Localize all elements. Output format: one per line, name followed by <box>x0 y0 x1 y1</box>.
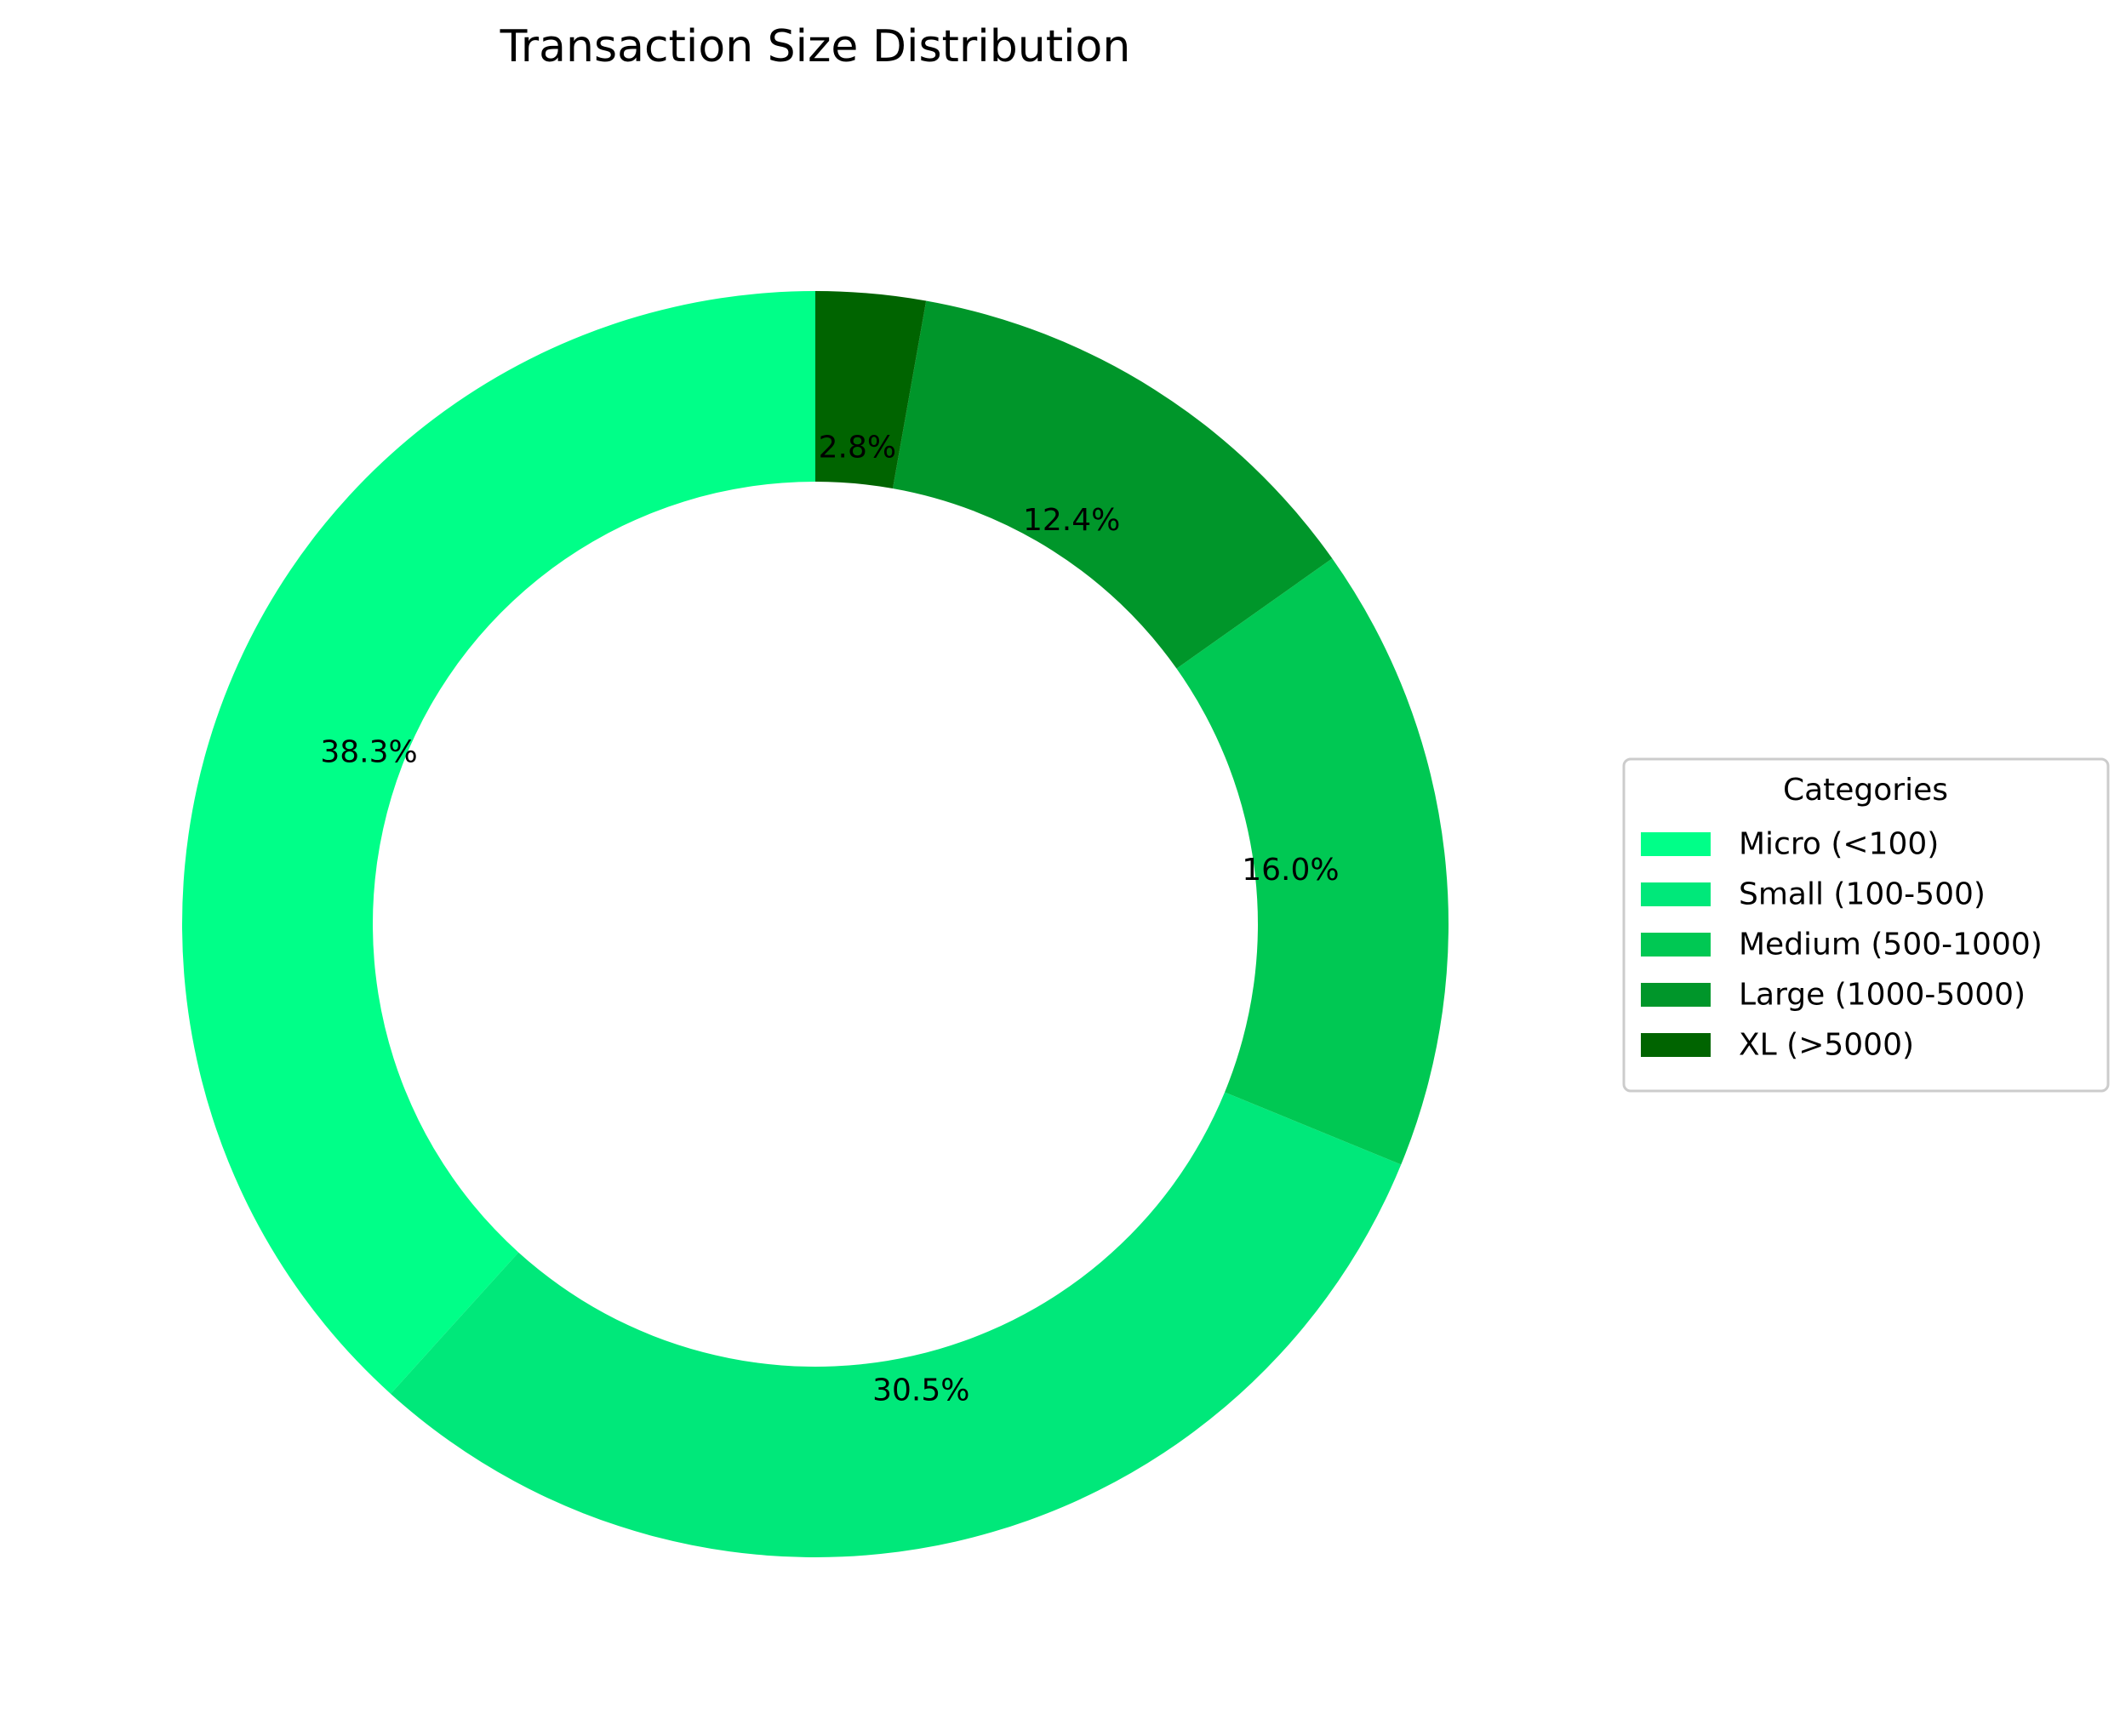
legend-label-xl-5000: XL (>5000) <box>1739 1028 1914 1063</box>
percent-label-medium-500-1000: 16.0% <box>1242 853 1339 888</box>
chart-title: Transaction Size Distribution <box>500 21 1131 72</box>
percent-label-xl-5000: 2.8% <box>819 431 896 465</box>
legend: Categories Micro (<100) Small (100-500) Me… <box>1622 757 2110 1093</box>
legend-swatch-medium-500-1000 <box>1641 933 1711 957</box>
legend-swatch-micro-100 <box>1641 832 1711 856</box>
percent-label-micro-100: 38.3% <box>320 735 417 770</box>
legend-frame <box>1622 757 2110 1093</box>
legend-swatch-small-100-500 <box>1641 882 1711 906</box>
donut-slices <box>182 291 1449 1557</box>
legend-label-small-100-500: Small (100-500) <box>1739 877 1986 912</box>
legend-label-large-1000-5000: Large (1000-5000) <box>1739 978 2026 1013</box>
slice-medium-500-1000 <box>1176 558 1449 1165</box>
legend-label-micro-100: Micro (<100) <box>1739 827 1939 862</box>
legend-title: Categories <box>1783 773 1948 808</box>
percent-labels: 38.3% 30.5% 16.0% 12.4% 2.8% <box>320 431 1339 1408</box>
slice-xl-5000 <box>815 291 927 489</box>
legend-swatch-xl-5000 <box>1641 1033 1711 1057</box>
legend-items: Micro (<100) Small (100-500) Medium (500-1… <box>1641 827 2043 1063</box>
legend-label-medium-500-1000: Medium (500-1000) <box>1739 928 2043 962</box>
percent-label-small-100-500: 30.5% <box>872 1373 969 1408</box>
slice-large-1000-5000 <box>893 300 1333 669</box>
slice-micro-100 <box>182 291 815 1394</box>
legend-swatch-large-1000-5000 <box>1641 983 1711 1007</box>
slice-small-100-500 <box>391 1092 1402 1557</box>
percent-label-large-1000-5000: 12.4% <box>1023 503 1120 538</box>
